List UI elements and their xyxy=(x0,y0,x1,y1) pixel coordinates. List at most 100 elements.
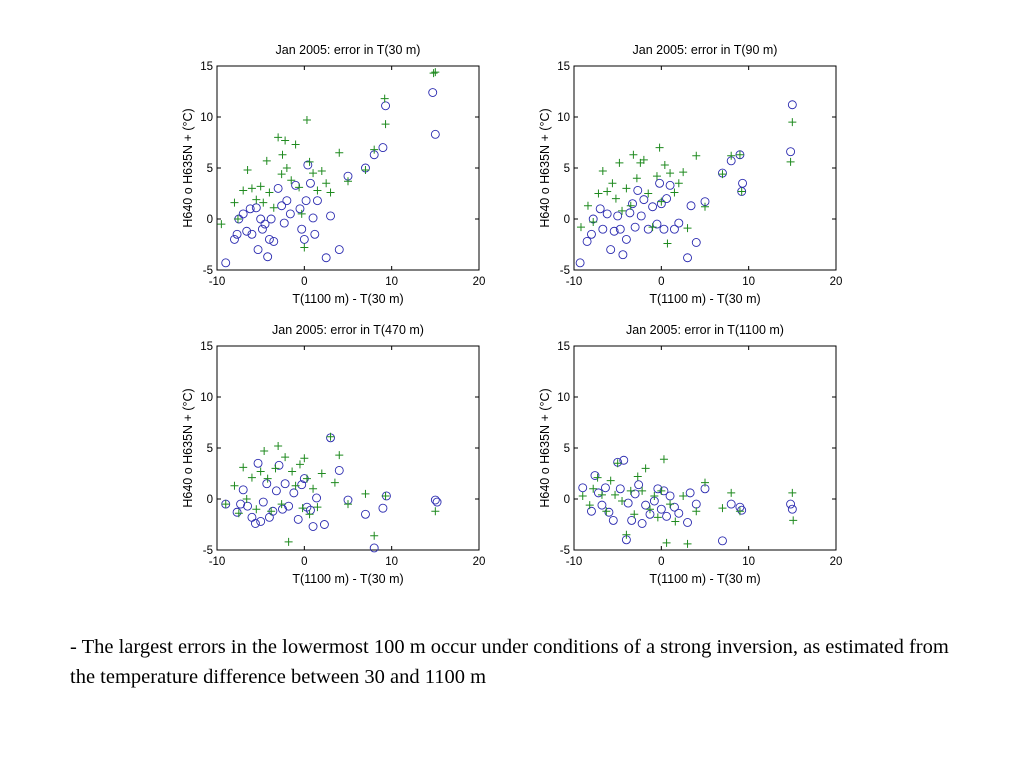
data-point-circle xyxy=(236,499,246,509)
data-point-circle xyxy=(582,236,592,246)
data-point-plus xyxy=(247,473,256,482)
data-point-plus xyxy=(381,120,390,129)
data-point-plus xyxy=(737,187,746,196)
data-point-circle xyxy=(587,229,596,239)
data-point-circle xyxy=(230,234,239,244)
y-tick-label: 0 xyxy=(207,214,213,226)
data-point-circle xyxy=(575,258,585,268)
x-tick-label: 10 xyxy=(742,276,755,288)
data-point-circle xyxy=(291,180,301,190)
data-point-circle xyxy=(659,224,669,234)
data-point-circle xyxy=(432,497,442,507)
data-point-plus xyxy=(657,486,666,495)
y-tick-label: 10 xyxy=(557,112,570,124)
data-point-circle xyxy=(321,253,331,263)
data-point-plus xyxy=(300,454,309,463)
y-axis-label: H640 o H635N + (°C) xyxy=(181,108,195,227)
data-point-circle xyxy=(299,234,309,244)
y-tick-label: 5 xyxy=(564,443,570,455)
data-point-circle xyxy=(273,183,283,193)
x-tick-label: 0 xyxy=(301,556,307,568)
data-point-circle xyxy=(297,480,307,490)
data-point-plus xyxy=(622,530,631,539)
data-point-circle xyxy=(245,204,255,214)
data-point-circle xyxy=(621,234,631,244)
data-point-circle xyxy=(256,214,266,224)
data-point-circle xyxy=(266,214,276,224)
data-point-circle xyxy=(282,196,292,206)
data-point-plus xyxy=(317,167,326,176)
x-axis-label: T(1100 m) - T(30 m) xyxy=(292,292,403,306)
data-point-plus xyxy=(291,481,300,490)
data-point-circle xyxy=(619,455,629,465)
data-point-plus xyxy=(663,239,672,248)
data-point-circle xyxy=(786,499,796,509)
data-point-circle xyxy=(232,507,242,517)
data-point-plus xyxy=(281,136,290,145)
data-point-plus xyxy=(344,500,352,509)
chart-title: Jan 2005: error in T(1100 m) xyxy=(626,323,784,337)
x-tick-label: 0 xyxy=(658,556,664,568)
data-point-circle xyxy=(656,504,666,514)
data-point-circle xyxy=(334,245,344,255)
data-point-circle xyxy=(253,245,263,255)
data-point-plus xyxy=(252,505,261,514)
x-tick-label: 10 xyxy=(385,276,398,288)
data-point-circle xyxy=(686,201,696,211)
data-point-plus xyxy=(233,215,242,223)
data-point-circle xyxy=(312,196,322,206)
data-point-plus xyxy=(380,94,389,103)
data-point-plus xyxy=(660,160,669,169)
y-axis-label: H640 o H635N + (°C) xyxy=(181,388,195,507)
data-point-circle xyxy=(428,88,438,97)
data-point-plus xyxy=(650,491,659,500)
y-tick-label: 0 xyxy=(564,214,570,226)
data-point-circle xyxy=(628,199,637,209)
data-point-circle xyxy=(278,504,287,514)
data-point-circle xyxy=(618,250,628,260)
data-point-circle xyxy=(310,229,320,239)
data-point-plus xyxy=(626,486,635,495)
data-point-circle xyxy=(738,178,748,188)
data-point-plus xyxy=(639,155,648,164)
data-point-plus xyxy=(287,176,296,185)
data-point-plus xyxy=(221,500,230,509)
data-point-circle xyxy=(301,196,311,206)
data-point-circle xyxy=(269,236,279,246)
x-tick-label: 20 xyxy=(830,556,843,568)
data-point-plus xyxy=(613,459,622,468)
y-tick-label: 10 xyxy=(557,392,570,404)
y-tick-label: 0 xyxy=(564,494,570,506)
data-point-plus xyxy=(648,223,657,232)
data-point-plus xyxy=(606,476,615,485)
data-point-plus xyxy=(786,157,795,166)
chart-panel-t30: Jan 2005: error in T(30 m) -10 0 10 20 -5 0 5 10… xyxy=(166,40,496,325)
data-point-circle xyxy=(718,536,727,546)
data-point-circle xyxy=(595,204,605,214)
chart-panel-t1100: Jan 2005: error in T(1100 m) -10 0 10 20 -5 0 5… xyxy=(523,320,853,605)
data-point-circle xyxy=(637,519,647,528)
data-point-circle xyxy=(293,514,303,524)
data-point-circle xyxy=(685,488,695,498)
data-point-circle xyxy=(578,483,588,493)
data-point-plus xyxy=(701,478,709,487)
y-tick-label: 15 xyxy=(200,61,213,73)
data-point-circle xyxy=(648,202,658,212)
data-point-circle xyxy=(319,520,329,529)
data-point-circle xyxy=(609,226,619,236)
x-axis-label: T(1100 m) - T(30 m) xyxy=(649,572,760,586)
data-point-plus xyxy=(370,145,379,154)
data-point-circle xyxy=(662,194,672,204)
data-point-circle xyxy=(608,515,618,525)
data-point-plus xyxy=(277,500,286,509)
data-point-plus xyxy=(735,150,744,159)
scatter-plot: Jan 2005: error in T(90 m) -10 0 10 20 -5 0 5 10… xyxy=(538,43,842,306)
caption-text: - The largest errors in the lowermost 10… xyxy=(70,636,949,688)
data-point-plus xyxy=(252,195,261,204)
data-point-plus xyxy=(288,467,297,476)
data-point-plus xyxy=(645,505,654,514)
data-point-plus xyxy=(284,537,293,546)
data-point-circle xyxy=(303,160,313,170)
scatter-plot: Jan 2005: error in T(1100 m) -10 0 10 20 -5 0 5… xyxy=(538,323,843,586)
x-tick-label: 0 xyxy=(658,276,664,288)
